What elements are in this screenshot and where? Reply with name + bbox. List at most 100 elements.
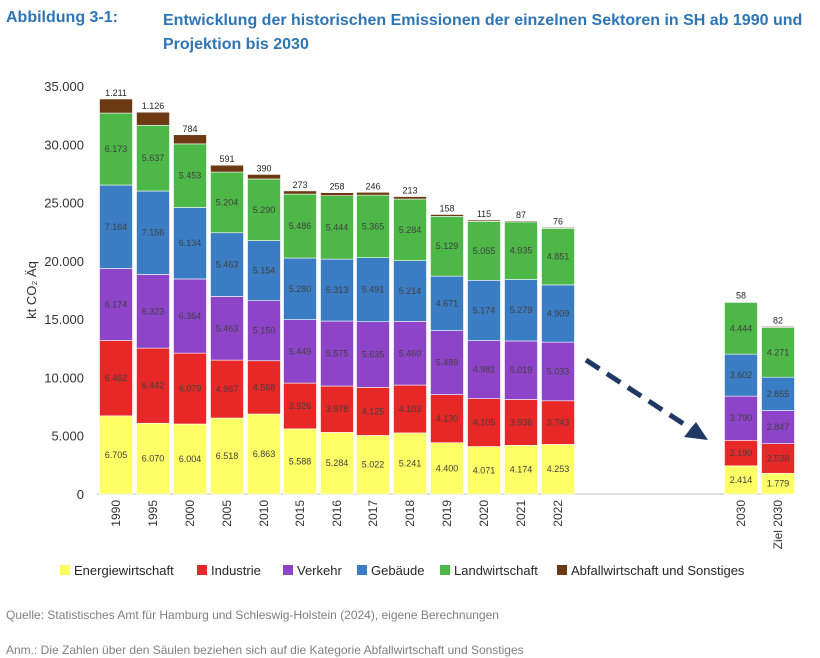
bar-segment — [541, 227, 575, 229]
bar-segment — [393, 432, 427, 495]
segment-value-label: 2.190 — [730, 448, 753, 458]
segment-value-label: 5.033 — [547, 366, 570, 376]
x-tick-label: 2000 — [183, 500, 197, 527]
bar-segment — [724, 440, 758, 467]
bar-segment — [247, 360, 281, 415]
bar-segment — [356, 321, 390, 388]
bar-segment — [247, 174, 281, 180]
bar-segment — [320, 195, 354, 260]
segment-value-label: 4.071 — [473, 465, 496, 475]
legend-label: Industrie — [211, 563, 261, 578]
bar-segment — [724, 302, 758, 355]
bar-segment — [504, 399, 538, 446]
segment-value-label: 6.323 — [142, 306, 165, 316]
bar-segment — [99, 112, 133, 186]
x-tick-label: 2020 — [477, 500, 491, 527]
figure-label: Abbildung 3-1: — [6, 9, 118, 26]
segment-value-label: 6.173 — [105, 144, 128, 154]
bar-segment — [356, 387, 390, 436]
bar-segment — [724, 395, 758, 441]
bar-segment — [467, 219, 501, 222]
x-tick-label: 2010 — [257, 500, 271, 527]
segment-value-label: 4.444 — [730, 323, 753, 333]
segment-value-label: 5.463 — [216, 260, 239, 270]
segment-value-label: 5.489 — [436, 358, 459, 368]
legend-label: Gebäude — [371, 563, 425, 578]
y-tick-label: 25.000 — [44, 196, 84, 211]
y-tick-label: 5.000 — [51, 429, 84, 444]
x-tick-label: Ziel 2030 — [771, 500, 785, 550]
y-tick-label: 0 — [77, 487, 84, 502]
y-tick-label: 20.000 — [44, 254, 84, 269]
bar-segment — [99, 268, 133, 341]
segment-value-label: 6.004 — [179, 454, 202, 464]
top-value-label: 258 — [329, 182, 344, 192]
legend-swatch — [60, 565, 70, 575]
bar-segment — [136, 274, 170, 349]
segment-value-label: 5.365 — [362, 221, 385, 231]
bar-segment — [99, 98, 133, 114]
segment-value-label: 4.909 — [547, 309, 570, 319]
top-value-label: 1.126 — [142, 101, 165, 111]
bar-segment — [541, 400, 575, 445]
bar-segment — [356, 257, 390, 322]
bar-segment — [136, 347, 170, 424]
segment-value-label: 5.279 — [510, 305, 533, 315]
segment-value-label: 5.019 — [510, 365, 533, 375]
bar-segment — [173, 278, 207, 354]
x-tick-label: 2017 — [366, 500, 380, 527]
x-tick-label: 1995 — [146, 500, 160, 527]
bar-segment — [467, 340, 501, 399]
x-tick-label: 1990 — [109, 500, 123, 527]
segment-value-label: 5.150 — [253, 326, 276, 336]
segment-value-label: 4.981 — [473, 365, 496, 375]
top-value-label: 58 — [736, 291, 746, 301]
segment-value-label: 6.079 — [179, 384, 202, 394]
segment-value-label: 4.125 — [362, 406, 385, 416]
segment-value-label: 5.280 — [289, 284, 312, 294]
x-tick-label: 2019 — [440, 500, 454, 527]
segment-value-label: 2.414 — [730, 475, 753, 485]
bar-segment — [761, 326, 795, 328]
bar-segment — [430, 214, 464, 217]
y-tick-label: 10.000 — [44, 370, 84, 385]
bar-segment — [430, 394, 464, 444]
segment-value-label: 5.204 — [216, 197, 239, 207]
segment-value-label: 5.449 — [289, 346, 312, 356]
x-tick-label: 2030 — [734, 500, 748, 527]
legend-label: Verkehr — [297, 563, 342, 578]
bar-segment — [467, 221, 501, 281]
bar-segment — [467, 398, 501, 447]
x-tick-label: 2015 — [293, 500, 307, 527]
bar-segment — [210, 359, 244, 419]
bar-segment — [724, 301, 758, 303]
source-note: Quelle: Statistisches Amt für Hamburg un… — [6, 608, 499, 622]
x-tick-label: 2005 — [220, 500, 234, 527]
bar-segment — [320, 385, 354, 433]
segment-value-label: 5.453 — [179, 171, 202, 181]
segment-value-label: 5.588 — [289, 456, 312, 466]
x-tick-label: 2018 — [403, 500, 417, 527]
segment-value-label: 5.313 — [326, 285, 349, 295]
segment-value-label: 1.779 — [767, 479, 790, 489]
bar-segment — [430, 275, 464, 331]
legend-label: Abfallwirtschaft und Sonstiges — [571, 563, 745, 578]
segment-value-label: 3.978 — [326, 404, 349, 414]
segment-value-label: 6.705 — [105, 450, 128, 460]
bar-segment — [99, 415, 133, 495]
bar-segment — [356, 194, 390, 258]
bar-segment — [210, 171, 244, 234]
segment-value-label: 5.486 — [289, 221, 312, 231]
bar-segment — [173, 134, 207, 145]
x-tick-label: 2021 — [514, 500, 528, 527]
segment-value-label: 7.164 — [105, 222, 128, 232]
segment-value-label: 4.967 — [216, 384, 239, 394]
segment-value-label: 6.442 — [142, 381, 165, 391]
top-value-label: 390 — [256, 163, 271, 173]
segment-value-label: 5.635 — [362, 350, 385, 360]
segment-value-label: 5.284 — [326, 458, 349, 468]
y-tick-label: 35.000 — [44, 79, 84, 94]
segment-value-label: 2.538 — [767, 453, 790, 463]
bar-segment — [283, 428, 317, 495]
segment-value-label: 4.671 — [436, 298, 459, 308]
